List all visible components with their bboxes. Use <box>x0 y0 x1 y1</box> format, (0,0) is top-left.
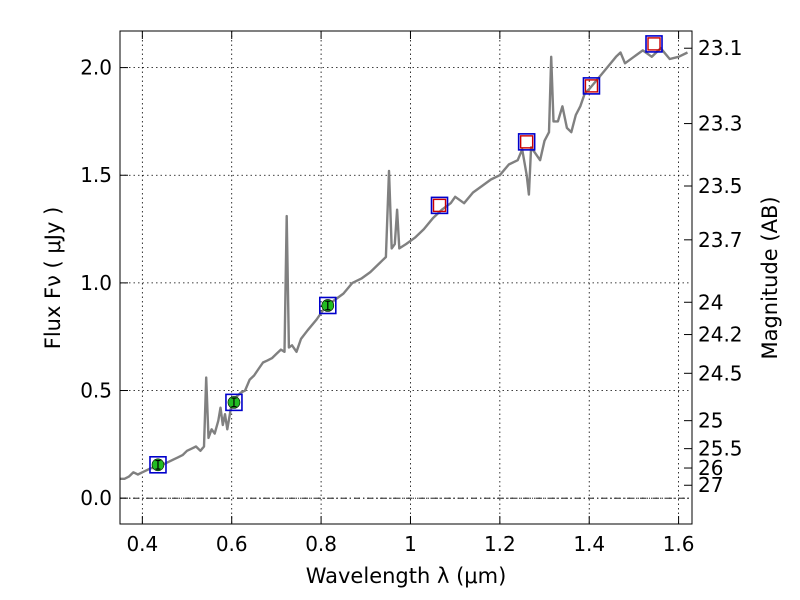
model-photometry-square <box>582 77 601 95</box>
upper-limit-square <box>519 135 534 149</box>
y-tick-label: 2.0 <box>80 56 112 80</box>
x-tick-label: 1.4 <box>573 532 605 556</box>
x-tick-label: 0.6 <box>216 532 248 556</box>
y2-tick-label: 24.2 <box>698 323 743 347</box>
y-tick-label: 1.0 <box>80 271 112 295</box>
model-photometry-square <box>318 296 337 315</box>
y2-axis-label: Magnitude (AB) <box>758 196 782 359</box>
x-tick-label: 1.2 <box>484 532 516 556</box>
y-axis-label: Flux Fν ( μJy ) <box>41 207 65 350</box>
x-tick-label: 0.8 <box>305 532 337 556</box>
spectrum-line <box>120 47 689 480</box>
model-photometry-square <box>225 393 243 412</box>
upper-limit-square <box>584 79 599 93</box>
y-tick-label: 1.5 <box>80 163 112 187</box>
x-tick-label: 0.4 <box>126 532 158 556</box>
y2-tick-label: 23.3 <box>698 112 743 136</box>
series-layer <box>120 35 689 480</box>
model-photometry-square <box>645 35 663 53</box>
y-tick-label: 0.5 <box>80 379 112 403</box>
y-tick-label: 0.0 <box>80 486 112 510</box>
y2-tick-label: 23.7 <box>698 228 743 252</box>
y2-tick-label: 24.5 <box>698 361 743 385</box>
x-tick-label: 1 <box>404 532 417 556</box>
model-photometry-square <box>149 455 167 474</box>
grid-layer <box>120 31 692 524</box>
y2-tick-label: 25.5 <box>698 437 743 461</box>
x-axis-label: Wavelength λ (μm) <box>306 564 507 588</box>
y2-tick-label: 27 <box>698 473 723 497</box>
y2-tick-label: 23.5 <box>698 174 743 198</box>
x-tick-label: 1.6 <box>663 532 695 556</box>
y2-tick-label: 25 <box>698 409 723 433</box>
upper-limit-square <box>432 198 447 213</box>
plot-frame <box>119 30 693 525</box>
y2-tick-label: 24 <box>698 290 723 314</box>
ticks-layer: 0.4 0.6 0.8 1 1.2 1.4 1.6 0.0 0.5 1.0 1.5 2.0 23.1 23… <box>80 31 743 556</box>
y2-tick-label: 26 <box>698 456 723 480</box>
y2-tick-label: 23.1 <box>698 36 743 60</box>
model-photometry-square <box>430 196 449 215</box>
upper-limit-square <box>647 37 661 51</box>
model-photometry-square <box>517 133 536 151</box>
